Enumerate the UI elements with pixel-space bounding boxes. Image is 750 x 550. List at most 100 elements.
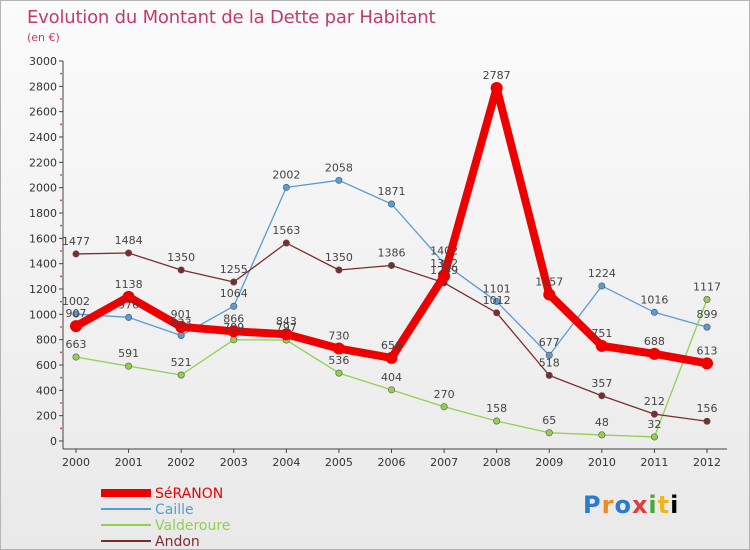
y-minor-tick xyxy=(60,224,62,227)
data-label: 976 xyxy=(118,298,139,311)
data-label: 404 xyxy=(381,371,402,384)
y-minor-tick xyxy=(60,351,62,354)
data-point xyxy=(175,320,188,333)
y-tick-label: 200 xyxy=(36,410,57,423)
y-minor-tick xyxy=(60,376,62,379)
data-label: 1224 xyxy=(588,267,616,280)
data-label: 799 xyxy=(223,321,244,334)
chart-title: Evolution du Montant de la Dette par Hab… xyxy=(27,7,436,28)
y-tick-label: 2800 xyxy=(29,80,57,93)
y-minor-tick xyxy=(60,300,62,303)
data-label: 521 xyxy=(171,356,192,369)
data-label: 536 xyxy=(328,354,349,367)
data-point xyxy=(177,371,185,379)
x-tick-label: 2010 xyxy=(588,456,616,469)
data-point xyxy=(280,328,293,341)
data-point xyxy=(493,298,501,306)
data-label: 1064 xyxy=(220,287,248,300)
data-point xyxy=(122,290,135,303)
x-tick-label: 2002 xyxy=(167,456,195,469)
data-label: 1402 xyxy=(430,244,458,257)
x-tick-label: 2011 xyxy=(640,456,668,469)
data-label: 833 xyxy=(171,316,192,329)
data-label: 1484 xyxy=(115,234,143,247)
x-tick-label: 2008 xyxy=(483,456,511,469)
x-tick-label: 2012 xyxy=(693,456,721,469)
data-point xyxy=(440,403,448,411)
data-point xyxy=(543,288,556,301)
data-label: 797 xyxy=(276,321,297,334)
data-point xyxy=(598,282,606,290)
data-label: 866 xyxy=(223,312,244,325)
data-point xyxy=(332,342,345,355)
data-point xyxy=(701,357,713,370)
y-minor-tick xyxy=(60,98,62,100)
data-label: 1350 xyxy=(167,251,195,264)
data-label: 1255 xyxy=(220,263,248,276)
y-tick-label: 400 xyxy=(36,384,57,397)
data-point xyxy=(125,313,133,321)
data-label: 1101 xyxy=(483,283,511,296)
data-label: 1350 xyxy=(325,251,353,264)
y-minor-tick xyxy=(60,250,62,252)
data-point xyxy=(177,331,185,339)
y-tick-label: 1600 xyxy=(29,232,57,245)
x-tick-label: 2001 xyxy=(115,456,143,469)
data-point xyxy=(703,417,711,425)
data-label: 1871 xyxy=(378,185,406,198)
data-label: 907 xyxy=(66,307,87,320)
data-point xyxy=(387,200,395,208)
y-tick-label: 2000 xyxy=(29,182,57,195)
x-tick-label: 2006 xyxy=(378,456,406,469)
y-tick-label: 1400 xyxy=(29,258,57,271)
data-label: 1477 xyxy=(62,235,90,248)
data-point xyxy=(230,278,238,286)
data-label: 1012 xyxy=(483,294,511,307)
y-minor-tick xyxy=(60,427,62,430)
data-point xyxy=(72,353,80,361)
data-point xyxy=(650,308,658,316)
data-point xyxy=(490,81,503,94)
data-label: 663 xyxy=(66,338,87,351)
data-label: 843 xyxy=(276,315,297,328)
x-tick-label: 2005 xyxy=(325,456,353,469)
y-tick-label: 800 xyxy=(36,334,57,347)
data-point xyxy=(545,371,553,379)
y-tick-label: 1200 xyxy=(29,283,57,296)
y-tick-label: 1800 xyxy=(29,207,57,220)
data-point xyxy=(335,176,343,184)
data-label: 1563 xyxy=(272,224,300,237)
data-label: 1386 xyxy=(378,246,406,259)
data-point xyxy=(125,249,133,257)
y-tick-label: 3000 xyxy=(29,55,57,68)
y-minor-tick xyxy=(60,199,62,202)
y-tick-label: 600 xyxy=(36,359,57,372)
data-point xyxy=(70,320,82,333)
legend-label: SéRANON xyxy=(155,486,223,502)
data-label: 730 xyxy=(328,330,349,343)
data-label: 518 xyxy=(539,356,560,369)
data-label: 613 xyxy=(697,344,718,357)
data-point xyxy=(438,270,451,283)
data-label: 591 xyxy=(118,347,139,360)
data-point xyxy=(650,433,658,441)
chart-subtitle: (en €) xyxy=(27,31,60,44)
data-point xyxy=(650,410,658,418)
data-point xyxy=(598,392,606,400)
data-label: 901 xyxy=(171,308,192,321)
data-label: 656 xyxy=(381,339,402,352)
legend-label: Caille xyxy=(155,502,194,518)
y-minor-tick xyxy=(60,326,62,328)
data-point xyxy=(387,386,395,394)
proxiti-logo: Proxiti xyxy=(583,491,680,519)
data-point xyxy=(335,369,343,377)
data-label: 751 xyxy=(591,327,612,340)
data-label: 48 xyxy=(595,416,609,429)
data-label: 270 xyxy=(434,388,455,401)
data-label: 688 xyxy=(644,335,665,348)
data-point xyxy=(545,429,553,437)
data-point xyxy=(72,310,80,318)
data-point xyxy=(177,266,185,274)
